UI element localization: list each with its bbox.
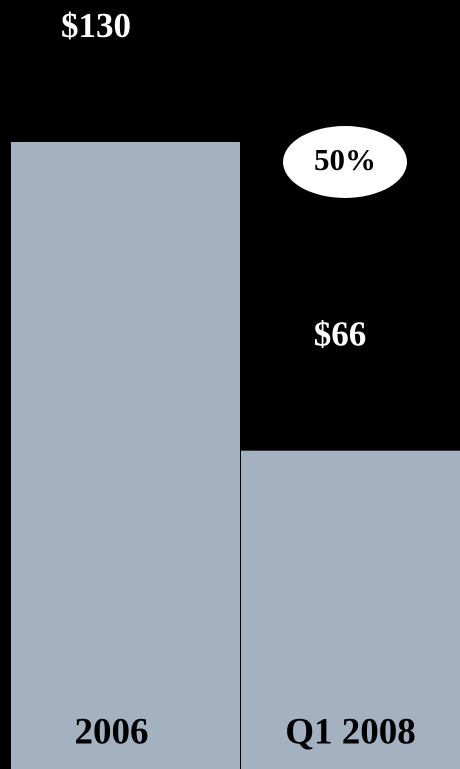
annotation: 50% xyxy=(314,142,376,177)
value-label: $66 xyxy=(314,315,367,354)
bar xyxy=(11,142,240,769)
value-label: $130 xyxy=(61,6,131,45)
category-label: 2006 xyxy=(75,711,149,752)
annotation-bubble xyxy=(283,126,407,198)
bar xyxy=(241,450,460,769)
category-label: Q1 2008 xyxy=(285,711,416,752)
